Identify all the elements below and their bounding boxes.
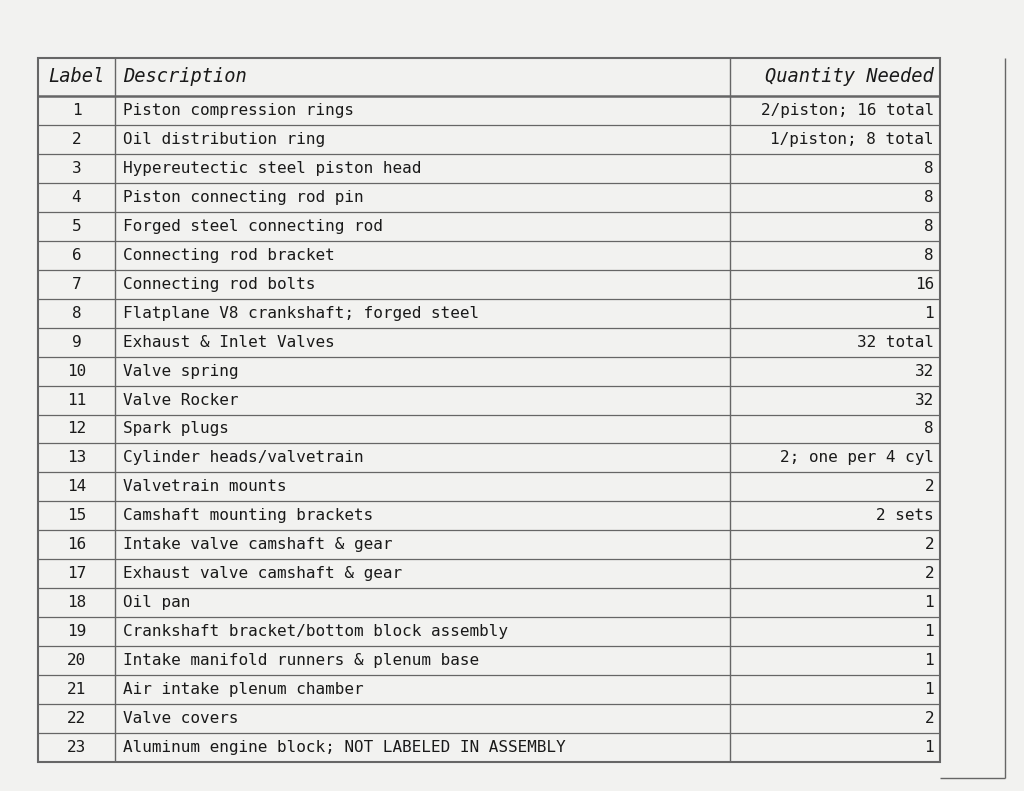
Text: 9: 9 bbox=[72, 335, 81, 350]
Text: 8: 8 bbox=[925, 248, 934, 263]
Text: 8: 8 bbox=[925, 422, 934, 437]
Text: 1: 1 bbox=[925, 653, 934, 668]
Text: 2/piston; 16 total: 2/piston; 16 total bbox=[761, 103, 934, 118]
Text: 2: 2 bbox=[925, 537, 934, 552]
Text: Valve spring: Valve spring bbox=[123, 364, 239, 379]
Text: 2: 2 bbox=[925, 711, 934, 726]
Text: Intake manifold runners & plenum base: Intake manifold runners & plenum base bbox=[123, 653, 479, 668]
Text: Flatplane V8 crankshaft; forged steel: Flatplane V8 crankshaft; forged steel bbox=[123, 305, 479, 320]
Text: Oil pan: Oil pan bbox=[123, 596, 190, 610]
Text: 16: 16 bbox=[914, 277, 934, 292]
Text: 15: 15 bbox=[67, 509, 86, 524]
Text: Oil distribution ring: Oil distribution ring bbox=[123, 132, 326, 147]
Text: 2: 2 bbox=[72, 132, 81, 147]
Text: 14: 14 bbox=[67, 479, 86, 494]
Text: Valvetrain mounts: Valvetrain mounts bbox=[123, 479, 287, 494]
Text: 32: 32 bbox=[914, 392, 934, 407]
Text: 6: 6 bbox=[72, 248, 81, 263]
Text: 5: 5 bbox=[72, 219, 81, 234]
Text: 8: 8 bbox=[925, 161, 934, 176]
Text: Valve covers: Valve covers bbox=[123, 711, 239, 726]
Text: Description: Description bbox=[123, 67, 247, 86]
Text: 2; one per 4 cyl: 2; one per 4 cyl bbox=[780, 450, 934, 465]
Text: Hypereutectic steel piston head: Hypereutectic steel piston head bbox=[123, 161, 421, 176]
Text: 22: 22 bbox=[67, 711, 86, 726]
Text: Exhaust valve camshaft & gear: Exhaust valve camshaft & gear bbox=[123, 566, 402, 581]
Text: Valve Rocker: Valve Rocker bbox=[123, 392, 239, 407]
Text: 12: 12 bbox=[67, 422, 86, 437]
Text: 2: 2 bbox=[925, 479, 934, 494]
Text: 8: 8 bbox=[925, 219, 934, 234]
Text: 19: 19 bbox=[67, 624, 86, 639]
Bar bbox=[38, 58, 940, 762]
Text: 17: 17 bbox=[67, 566, 86, 581]
Text: Connecting rod bolts: Connecting rod bolts bbox=[123, 277, 315, 292]
Text: Spark plugs: Spark plugs bbox=[123, 422, 229, 437]
Text: 4: 4 bbox=[72, 190, 81, 205]
Text: 13: 13 bbox=[67, 450, 86, 465]
Text: 21: 21 bbox=[67, 682, 86, 697]
Text: 1: 1 bbox=[925, 682, 934, 697]
Text: 1: 1 bbox=[72, 103, 81, 118]
Text: 11: 11 bbox=[67, 392, 86, 407]
Text: Connecting rod bracket: Connecting rod bracket bbox=[123, 248, 335, 263]
Text: 32: 32 bbox=[914, 364, 934, 379]
Text: Forged steel connecting rod: Forged steel connecting rod bbox=[123, 219, 383, 234]
Text: 1: 1 bbox=[925, 305, 934, 320]
Text: 1: 1 bbox=[925, 624, 934, 639]
Text: Crankshaft bracket/bottom block assembly: Crankshaft bracket/bottom block assembly bbox=[123, 624, 508, 639]
Text: 1: 1 bbox=[925, 596, 934, 610]
Text: 1: 1 bbox=[925, 740, 934, 755]
Text: Exhaust & Inlet Valves: Exhaust & Inlet Valves bbox=[123, 335, 335, 350]
Text: 3: 3 bbox=[72, 161, 81, 176]
Text: Air intake plenum chamber: Air intake plenum chamber bbox=[123, 682, 364, 697]
Text: Label: Label bbox=[48, 67, 104, 86]
Text: Quantity Needed: Quantity Needed bbox=[765, 67, 934, 86]
Text: 16: 16 bbox=[67, 537, 86, 552]
Text: 2: 2 bbox=[925, 566, 934, 581]
Text: 7: 7 bbox=[72, 277, 81, 292]
Text: 18: 18 bbox=[67, 596, 86, 610]
Text: 2 sets: 2 sets bbox=[877, 509, 934, 524]
Text: 8: 8 bbox=[925, 190, 934, 205]
Text: 20: 20 bbox=[67, 653, 86, 668]
Text: Piston compression rings: Piston compression rings bbox=[123, 103, 354, 118]
Text: 1/piston; 8 total: 1/piston; 8 total bbox=[770, 132, 934, 147]
Text: 23: 23 bbox=[67, 740, 86, 755]
Text: Aluminum engine block; NOT LABELED IN ASSEMBLY: Aluminum engine block; NOT LABELED IN AS… bbox=[123, 740, 565, 755]
Text: Cylinder heads/valvetrain: Cylinder heads/valvetrain bbox=[123, 450, 364, 465]
Text: Camshaft mounting brackets: Camshaft mounting brackets bbox=[123, 509, 374, 524]
Text: Intake valve camshaft & gear: Intake valve camshaft & gear bbox=[123, 537, 392, 552]
Text: 10: 10 bbox=[67, 364, 86, 379]
Text: 8: 8 bbox=[72, 305, 81, 320]
Text: 32 total: 32 total bbox=[857, 335, 934, 350]
Text: Piston connecting rod pin: Piston connecting rod pin bbox=[123, 190, 364, 205]
